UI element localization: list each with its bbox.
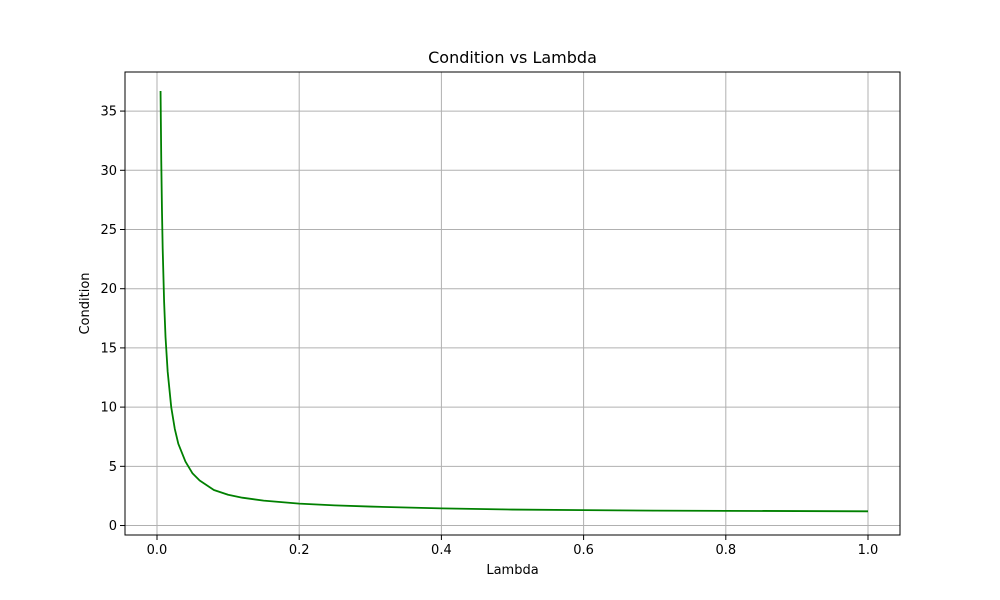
y-tick-label: 15 [100, 341, 117, 356]
chart-title: Condition vs Lambda [428, 48, 597, 67]
y-axis-label: Condition [78, 272, 93, 334]
grid [125, 72, 900, 535]
x-tick-label: 0.8 [715, 543, 736, 558]
x-axis-label: Lambda [486, 563, 538, 578]
y-tick-label: 30 [100, 164, 117, 179]
y-tick-label: 25 [100, 223, 117, 238]
x-tick-label: 0.0 [147, 543, 168, 558]
x-tick-label: 1.0 [858, 543, 879, 558]
y-tick-label: 10 [100, 401, 117, 416]
x-tick-label: 0.6 [573, 543, 594, 558]
y-tick-label: 20 [100, 282, 117, 297]
y-axis-ticks: 0 5 10 15 20 25 30 35 [100, 105, 125, 534]
x-tick-label: 0.2 [289, 543, 310, 558]
y-tick-label: 35 [100, 105, 117, 120]
y-tick-label: 0 [109, 519, 117, 534]
series-layer [159, 90, 869, 513]
x-tick-label: 0.4 [431, 543, 452, 558]
series-line [159, 90, 869, 513]
y-tick-label: 5 [109, 460, 117, 475]
plot-area-frame [124, 71, 901, 536]
x-axis-ticks: 0.0 0.2 0.4 0.6 0.8 1.0 [147, 535, 879, 558]
